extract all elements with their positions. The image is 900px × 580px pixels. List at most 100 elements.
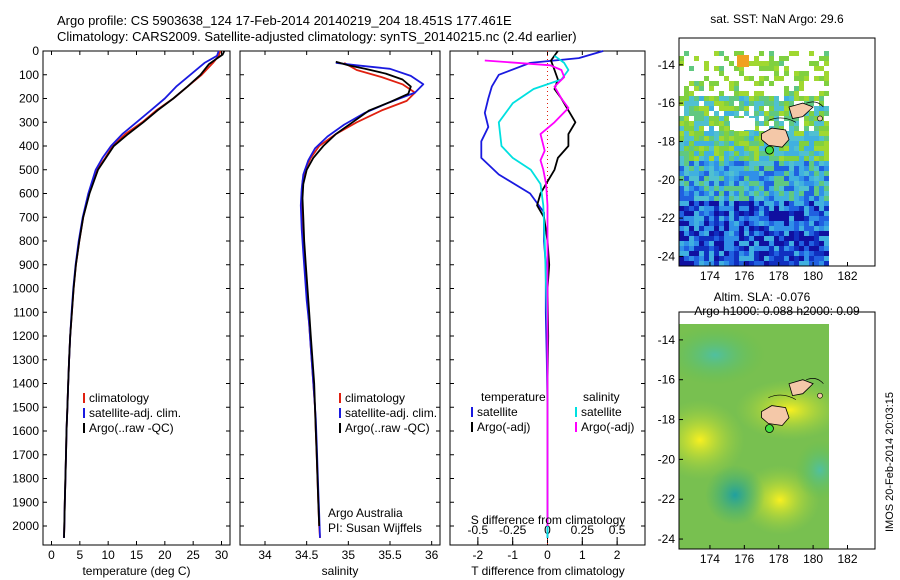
sst-cell: [809, 211, 814, 216]
sst-cell: [679, 176, 684, 181]
sst-cell: [759, 221, 764, 226]
sst-cell: [689, 96, 694, 101]
sst-cell: [699, 166, 704, 171]
sst-cell: [764, 116, 769, 121]
sst-cell: [784, 166, 789, 171]
sst-cell: [784, 161, 789, 166]
depth-tick-label: 1800: [12, 472, 39, 486]
sst-cell: [794, 121, 799, 126]
sst-cell: [714, 116, 719, 121]
sst-cell: [824, 256, 829, 261]
sst-cell: [769, 231, 774, 236]
sst-cell: [814, 186, 819, 191]
sst-cell: [759, 176, 764, 181]
sst-cell: [764, 206, 769, 211]
sst-cell: [724, 206, 729, 211]
salinity-xtick-label: 35.5: [378, 548, 402, 562]
sst-cell: [699, 96, 704, 101]
sst-cell: [754, 96, 759, 101]
sst-cell: [774, 106, 779, 111]
sst-cell: [784, 226, 789, 231]
sst-cell: [769, 96, 774, 101]
sst-cell: [759, 256, 764, 261]
sst-cell: [819, 121, 824, 126]
sst-cell: [809, 186, 814, 191]
sst-cell: [819, 171, 824, 176]
sst-cell: [699, 171, 704, 176]
sst-cell: [714, 256, 719, 261]
sst-cell: [754, 196, 759, 201]
sst-cell: [759, 121, 764, 126]
sst-cell: [724, 196, 729, 201]
sst-cell: [794, 211, 799, 216]
sst-cell: [699, 231, 704, 236]
sst-cell: [804, 146, 809, 151]
sst-cell: [704, 206, 709, 211]
sst-cell: [694, 81, 699, 86]
sst-cell: [694, 261, 699, 266]
sst-cell: [709, 181, 714, 186]
sst-cell: [809, 171, 814, 176]
sst-cell: [784, 201, 789, 206]
sst-cell: [779, 146, 784, 151]
sst-cell: [804, 221, 809, 226]
sst-cell: [814, 161, 819, 166]
sst-cell: [799, 171, 804, 176]
difference-xtick-label: -1: [507, 548, 518, 562]
sst-cell: [824, 231, 829, 236]
sst-cell: [789, 156, 794, 161]
sst-cell: [794, 71, 799, 76]
sst-cell: [729, 206, 734, 211]
sst-cell: [824, 246, 829, 251]
sst-cell: [784, 146, 789, 151]
sst-cell: [754, 206, 759, 211]
sst-cell: [739, 241, 744, 246]
depth-tick-label: 500: [19, 163, 39, 177]
sst-cell: [684, 111, 689, 116]
tdiff-axis-label: T difference from climatology: [471, 564, 625, 578]
sst-cell: [684, 151, 689, 156]
sst-cell: [709, 236, 714, 241]
sst-cell: [769, 166, 774, 171]
sst-cell: [764, 101, 769, 106]
sst-cell: [679, 151, 684, 156]
sst-cell: [794, 156, 799, 161]
sst-cell: [824, 126, 829, 131]
depth-tick-label: 200: [19, 92, 39, 106]
sst-cell: [739, 216, 744, 221]
legend-temperature-header: temperature: [481, 390, 546, 404]
sst-cell: [764, 211, 769, 216]
sst-cell: [684, 121, 689, 126]
sst-cell: [694, 221, 699, 226]
sst-cell: [814, 106, 819, 111]
sst-cell: [734, 196, 739, 201]
sst-cell: [729, 226, 734, 231]
sst-cell: [724, 106, 729, 111]
sst-cell: [729, 201, 734, 206]
sst-cell: [689, 171, 694, 176]
sst-cell: [804, 236, 809, 241]
sst-cell: [744, 261, 749, 266]
sst-cell: [739, 66, 744, 71]
sst-cell: [769, 116, 774, 121]
sst-cell: [739, 96, 744, 101]
sst-cell: [739, 106, 744, 111]
sst-cell: [754, 251, 759, 256]
sst-cell: [694, 131, 699, 136]
sst-cell: [799, 231, 804, 236]
sst-cell: [719, 101, 724, 106]
sst-cell: [689, 256, 694, 261]
sst-cell: [779, 191, 784, 196]
sst-cell: [694, 126, 699, 131]
sst-cell: [784, 236, 789, 241]
sst-cell: [824, 216, 829, 221]
sst-cell: [719, 126, 724, 131]
sst-cell: [684, 246, 689, 251]
sst-cell: [814, 191, 819, 196]
sst-map-xtick-label: 180: [803, 269, 823, 283]
sst-cell: [794, 251, 799, 256]
sst-cell: [754, 176, 759, 181]
sst-cell: [784, 141, 789, 146]
sst-cell: [784, 181, 789, 186]
sst-cell: [734, 226, 739, 231]
